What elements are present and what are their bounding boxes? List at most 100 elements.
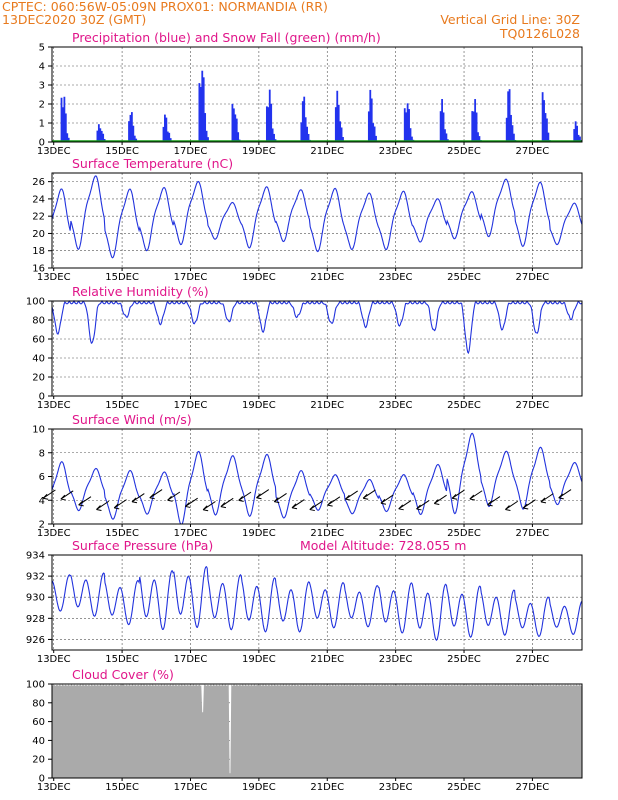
precip-bar	[301, 101, 304, 142]
precip-bar	[166, 131, 169, 142]
wind-arrowhead	[96, 505, 102, 512]
y-tick-label: 926	[26, 635, 45, 646]
precip-bar	[168, 132, 171, 142]
x-date-label: 21DEC	[310, 528, 344, 539]
precip-bar	[510, 114, 512, 142]
precip-bar	[478, 136, 481, 142]
x-date-label: 21DEC	[310, 146, 344, 157]
y-tick-label: 10	[32, 425, 45, 436]
precip-bar	[573, 129, 576, 142]
x-date-label: 27DEC	[516, 400, 550, 411]
precip-bar	[235, 118, 238, 142]
precip-bar	[164, 114, 166, 142]
x-date-label: 17DEC	[174, 400, 208, 411]
y-tick-label: 60	[32, 335, 45, 346]
y-tick-label: 0	[39, 392, 45, 403]
precip-bar	[477, 132, 479, 142]
wind-arrowhead	[345, 494, 351, 501]
precip-bar	[574, 121, 577, 142]
x-date-label: 19DEC	[242, 782, 276, 793]
precip-bar	[475, 112, 478, 142]
y-tick-label: 928	[26, 614, 45, 625]
x-date-label: 23DEC	[379, 782, 413, 793]
panel-title: Cloud Cover (%)	[72, 667, 174, 682]
panel-5: Surface Pressure (hPa) Model Altitude: 72…	[26, 538, 583, 665]
y-tick-label: 22	[32, 212, 45, 223]
panel-frame	[51, 300, 583, 397]
precip-bar	[198, 83, 201, 142]
precip-bar	[577, 134, 580, 142]
x-date-label: 15DEC	[105, 528, 139, 539]
series-line	[51, 565, 583, 642]
y-tick-label: 16	[32, 264, 45, 275]
precip-bar	[231, 103, 234, 142]
precip-bar	[508, 89, 511, 142]
precip-bar	[300, 122, 303, 142]
precip-bar	[403, 108, 406, 142]
wind-arrowhead	[149, 493, 155, 500]
panel-title: Surface Wind (m/s)	[72, 412, 192, 427]
x-date-label: 25DEC	[447, 400, 481, 411]
panel-frame	[51, 683, 583, 779]
precip-bar	[307, 133, 310, 142]
precip-bar	[102, 133, 105, 142]
x-date-label: 27DEC	[516, 528, 550, 539]
y-tick-label: 930	[26, 593, 45, 604]
precip-bar	[207, 137, 209, 142]
x-date-label: 25DEC	[447, 528, 481, 539]
precip-bar	[62, 107, 64, 142]
x-date-label: 17DEC	[174, 782, 208, 793]
x-date-label: 23DEC	[379, 654, 413, 665]
precip-bar	[474, 99, 477, 142]
panel-title: Surface Pressure (hPa)	[72, 538, 213, 553]
grid-line-note: Vertical Grid Line: 30Z	[440, 12, 580, 27]
precip-bar	[304, 117, 307, 142]
panel-frame	[51, 172, 583, 269]
y-tick-label: 60	[32, 717, 45, 728]
wind-arrowhead	[42, 493, 49, 500]
precip-bar	[370, 98, 373, 142]
precip-bar	[270, 103, 273, 142]
series-line	[51, 175, 583, 259]
precip-bar	[576, 125, 578, 142]
precip-bar	[409, 128, 412, 142]
x-date-label: 19DEC	[242, 528, 276, 539]
precip-bar	[169, 138, 172, 142]
x-date-label: 25DEC	[447, 146, 481, 157]
y-tick-label: 80	[32, 698, 45, 709]
precip-bar	[471, 111, 474, 142]
precip-bar	[64, 113, 67, 142]
precip-bar	[201, 70, 204, 142]
x-date-label: 13DEC	[37, 782, 71, 793]
precip-bar	[472, 111, 475, 142]
wind-arrowhead	[327, 500, 333, 507]
y-tick-label: 3	[39, 81, 45, 92]
panel-frame	[51, 554, 583, 651]
precip-bar	[546, 118, 548, 142]
x-date-label: 27DEC	[516, 146, 550, 157]
x-date-label: 23DEC	[379, 272, 413, 283]
x-date-label: 15DEC	[105, 146, 139, 157]
wind-arrowhead	[505, 505, 511, 511]
wind-arrowhead	[167, 495, 173, 502]
precip-bar	[99, 128, 102, 142]
x-date-label: 17DEC	[174, 146, 208, 157]
series-line	[51, 299, 583, 355]
x-date-label: 23DEC	[379, 528, 413, 539]
precip-bar	[406, 103, 409, 142]
precip-bar	[67, 137, 70, 142]
wind-arrowhead	[202, 505, 209, 512]
wind-arrowhead	[113, 503, 120, 510]
x-date-label: 23DEC	[379, 400, 413, 411]
y-tick-label: 80	[32, 316, 45, 327]
precip-bars	[60, 70, 583, 142]
precip-bar	[373, 126, 376, 142]
precip-bar	[96, 130, 99, 142]
y-tick-label: 5	[39, 43, 45, 54]
x-date-label: 17DEC	[174, 272, 208, 283]
panel-4: Surface Wind (m/s) 2 4 6 8 10 13DEC 15DEC 17DEC 1…	[32, 412, 583, 539]
panel-title: Surface Temperature (nC)	[72, 156, 233, 171]
x-date-label: 13DEC	[37, 146, 71, 157]
precip-bar	[202, 77, 205, 142]
x-date-label: 27DEC	[516, 782, 550, 793]
